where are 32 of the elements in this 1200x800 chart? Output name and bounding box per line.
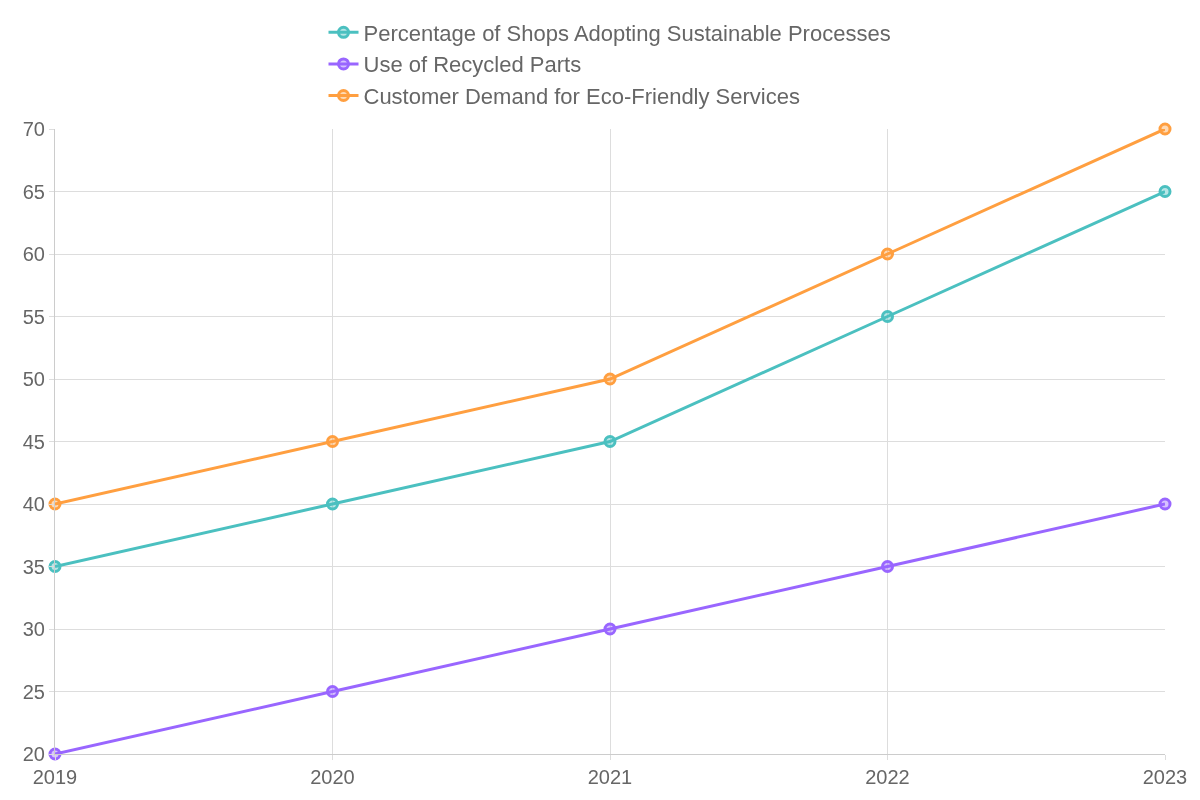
x-tick-label: 2022 xyxy=(865,766,910,788)
y-tick-label: 30 xyxy=(22,618,45,640)
y-tick-label: 65 xyxy=(22,180,45,203)
point xyxy=(881,310,894,323)
y-tick-label: 35 xyxy=(22,555,45,578)
point xyxy=(603,372,617,386)
y-tick-label: 70 xyxy=(22,118,45,140)
point xyxy=(48,560,62,573)
x-tick-label: 2021 xyxy=(587,766,633,788)
point xyxy=(603,622,617,636)
point xyxy=(603,435,617,448)
point xyxy=(326,685,339,698)
y-tick-label: 40 xyxy=(22,493,45,515)
point xyxy=(1158,122,1172,136)
legend-label: Use of Recycled Parts xyxy=(363,52,582,78)
legend-label: Percentage of Shops Adopting Sustainable Processes xyxy=(363,20,891,46)
point xyxy=(1158,185,1172,198)
y-tick-label: 45 xyxy=(22,430,45,453)
x-tick-label: 2020 xyxy=(310,766,355,788)
x-tick-label: 2019 xyxy=(32,766,78,788)
x-tick-label: 2023 xyxy=(1142,766,1188,788)
point xyxy=(326,497,339,511)
point xyxy=(326,435,339,448)
y-tick-label: 25 xyxy=(22,680,45,703)
y-tick-label: 55 xyxy=(22,305,45,328)
y-tick-label: 60 xyxy=(22,243,45,265)
point xyxy=(881,247,894,261)
legend-label: Customer Demand for Eco-Friendly Services xyxy=(363,84,800,110)
y-tick-label: 50 xyxy=(22,368,45,390)
point xyxy=(881,560,894,573)
y-tick-label: 20 xyxy=(22,743,45,765)
point xyxy=(1158,497,1172,511)
